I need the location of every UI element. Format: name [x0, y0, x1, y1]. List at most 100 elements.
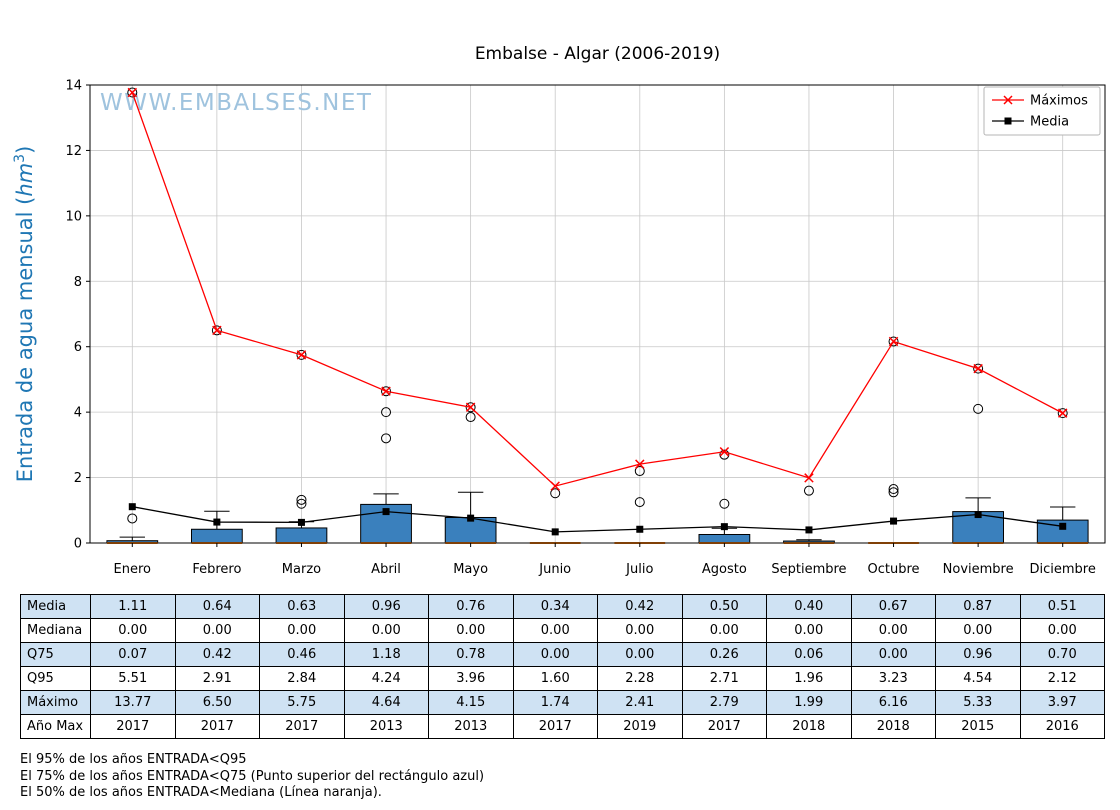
media-marker [551, 528, 559, 536]
maximos-marker [127, 87, 138, 98]
outlier-marker [973, 363, 984, 374]
outlier-marker [296, 494, 307, 505]
row-label: Q95 [20, 666, 91, 691]
footnote-q95: El 95% de los años ENTRADA<Q95 [20, 752, 247, 767]
table-cell: 0.46 [259, 642, 345, 667]
table-cell: 2.28 [597, 666, 683, 691]
media-marker [890, 517, 898, 525]
table-row: Año Max 2017 2017 2017 2013 2013 2017 2019 2017 2… [20, 714, 1105, 739]
table-cell: 0.00 [428, 618, 514, 643]
x-tick-label: Febrero [192, 562, 241, 577]
footnote-mediana: El 50% de los años ENTRADA<Mediana (Líne… [20, 785, 382, 800]
x-tick-label: Junio [538, 562, 571, 577]
maximos-marker [381, 386, 391, 396]
maximos-marker [973, 363, 983, 374]
table-cell: 0.42 [174, 642, 260, 667]
table-cell: 0.00 [1019, 618, 1105, 643]
table-cell: 0.51 [1019, 594, 1105, 619]
maximos-marker [212, 325, 222, 336]
table-cell: 0.00 [512, 618, 598, 643]
table-cell: 0.00 [850, 642, 936, 667]
media-marker [467, 514, 475, 522]
stats-table: Media 1.11 0.64 0.63 0.96 0.76 0.34 0.42 0.50 0.4… [20, 594, 1105, 739]
y-tick-label: 8 [74, 275, 82, 290]
x-tick-label: Enero [114, 562, 152, 577]
maximos-marker [888, 336, 899, 347]
x-tick-label: Diciembre [1030, 562, 1096, 577]
outlier-marker [634, 497, 645, 508]
maximos-marker [1057, 408, 1068, 418]
table-cell: 0.96 [935, 642, 1021, 667]
table-row: Mediana 0.00 0.00 0.00 0.00 0.00 0.00 0.00 0.00 0… [20, 618, 1105, 643]
table-cell: 0.07 [90, 642, 176, 667]
table-cell: 0.42 [597, 594, 683, 619]
row-label: Mediana [20, 618, 91, 643]
outlier-marker [127, 87, 138, 98]
y-tick-label: 2 [74, 471, 82, 486]
table-cell: 1.11 [90, 594, 176, 619]
maximos-marker [719, 446, 730, 457]
y-tick-label: 4 [74, 406, 82, 421]
plot-area [90, 85, 1105, 543]
media-marker [974, 511, 982, 519]
outlier-marker [719, 498, 730, 509]
table-cell: 0.64 [174, 594, 260, 619]
legend-label-media: Media [1030, 115, 1069, 130]
table-cell: 4.24 [343, 666, 429, 691]
table-cell: 4.64 [343, 690, 429, 715]
x-tick-label: Marzo [282, 562, 321, 577]
table-cell: 2.71 [681, 666, 767, 691]
table-cell: 2.84 [259, 666, 345, 691]
y-tick-label: 10 [65, 209, 82, 224]
outlier-marker [888, 336, 899, 347]
table-cell: 2.41 [597, 690, 683, 715]
legend [983, 86, 1101, 136]
outlier-marker [1057, 408, 1068, 419]
outlier-marker [381, 386, 392, 397]
row-label: Año Max [20, 714, 91, 739]
table-cell: 1.60 [512, 666, 598, 691]
table-cell: 0.40 [766, 594, 852, 619]
box [275, 527, 328, 544]
legend-square-icon [1004, 117, 1012, 125]
maximos-marker [296, 350, 307, 360]
table-cell: 4.54 [935, 666, 1021, 691]
x-tick-label: Abril [371, 562, 401, 577]
x-tick-label: Mayo [453, 562, 488, 577]
outlier-marker [381, 407, 392, 418]
row-label: Media [20, 594, 91, 619]
media-marker [805, 526, 813, 534]
table-cell: 0.00 [90, 618, 176, 643]
media-marker [213, 518, 221, 526]
table-cell: 6.50 [174, 690, 260, 715]
outlier-marker [803, 485, 814, 496]
table-cell: 1.96 [766, 666, 852, 691]
footnotes: El 95% de los años ENTRADA<Q95 El 75% de… [20, 752, 484, 802]
table-row: Máximo 13.77 6.50 5.75 4.64 4.15 1.74 2.41 2.79 1… [20, 690, 1105, 715]
table-cell: 3.23 [850, 666, 936, 691]
table-cell: 0.87 [935, 594, 1021, 619]
box [191, 528, 243, 544]
table-cell: 6.16 [850, 690, 936, 715]
table-cell: 2017 [174, 714, 260, 739]
media-marker [1059, 522, 1067, 530]
media-marker [382, 508, 390, 516]
table-row: Media 1.11 0.64 0.63 0.96 0.76 0.34 0.42 0.50 0.4… [20, 594, 1105, 619]
table-cell: 0.00 [597, 642, 683, 667]
outlier-marker [465, 412, 476, 423]
table-cell: 0.67 [850, 594, 936, 619]
legend-label-maximos: Máximos [1030, 94, 1088, 109]
media-marker [720, 523, 728, 531]
table-cell: 0.70 [1019, 642, 1105, 667]
table-cell: 0.50 [681, 594, 767, 619]
outlier-marker [127, 513, 138, 524]
table-cell: 0.00 [512, 642, 598, 667]
media-marker [128, 503, 136, 511]
outlier-marker [211, 325, 222, 336]
table-cell: 0.06 [766, 642, 852, 667]
table-cell: 5.51 [90, 666, 176, 691]
table-cell: 2016 [1019, 714, 1105, 739]
table-cell: 3.97 [1019, 690, 1105, 715]
table-cell: 2.79 [681, 690, 767, 715]
